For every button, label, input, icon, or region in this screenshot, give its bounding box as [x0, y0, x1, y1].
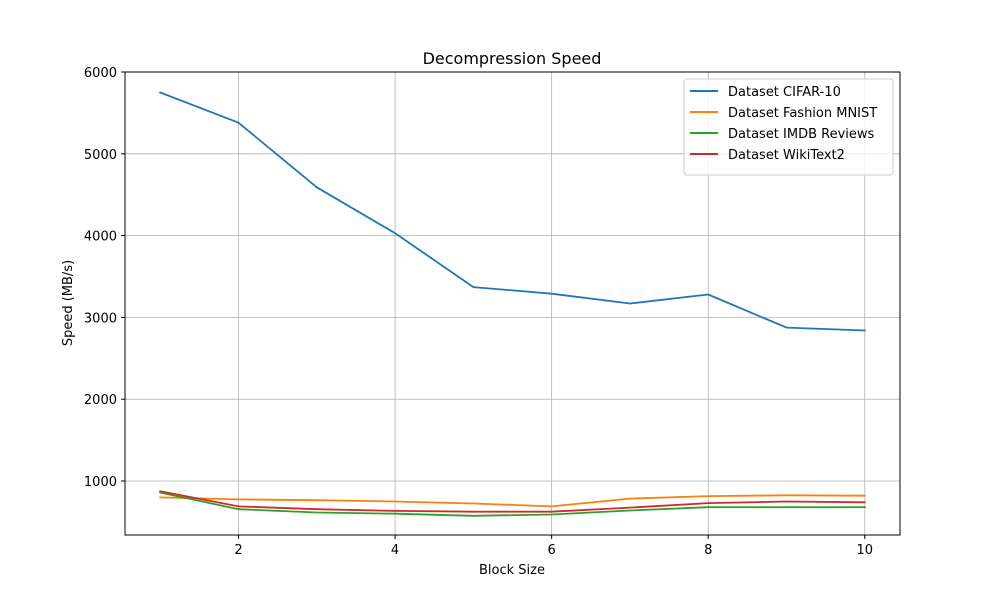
y-tick-label: 2000	[84, 393, 117, 408]
x-axis-ticks: 2 4 6 8 10	[234, 535, 873, 558]
plot-frame	[124, 71, 901, 536]
x-axis-label: Block Size	[479, 563, 545, 578]
series-line-2	[159, 494, 866, 508]
legend: Dataset CIFAR-10 Dataset Fashion MNIST Dat…	[683, 78, 894, 176]
series-line-3	[159, 491, 866, 517]
y-axis-label: Speed (MB/s)	[61, 260, 76, 346]
series-line-1	[159, 91, 866, 332]
legend-box	[683, 78, 894, 176]
x-tick-label: 4	[391, 543, 399, 558]
legend-label: Dataset WikiText2	[728, 148, 845, 163]
chart-title: Decompression Speed	[423, 49, 602, 68]
series-line-4	[159, 490, 866, 513]
legend-label: Dataset Fashion MNIST	[728, 106, 877, 121]
y-tick-label: 6000	[84, 66, 117, 81]
y-tick-label: 3000	[84, 311, 117, 326]
y-axis-ticks: 1000 2000 3000 4000 5000 6000	[84, 66, 125, 490]
y-tick-label: 1000	[84, 475, 117, 490]
x-tick-label: 10	[856, 543, 873, 558]
x-tick-label: 6	[548, 543, 556, 558]
legend-label: Dataset CIFAR-10	[728, 85, 841, 100]
y-tick-label: 4000	[84, 230, 117, 245]
legend-label: Dataset IMDB Reviews	[728, 127, 875, 142]
series-lines	[159, 91, 866, 517]
y-tick-label: 5000	[84, 148, 117, 163]
x-tick-label: 8	[704, 543, 712, 558]
x-tick-label: 2	[234, 543, 242, 558]
